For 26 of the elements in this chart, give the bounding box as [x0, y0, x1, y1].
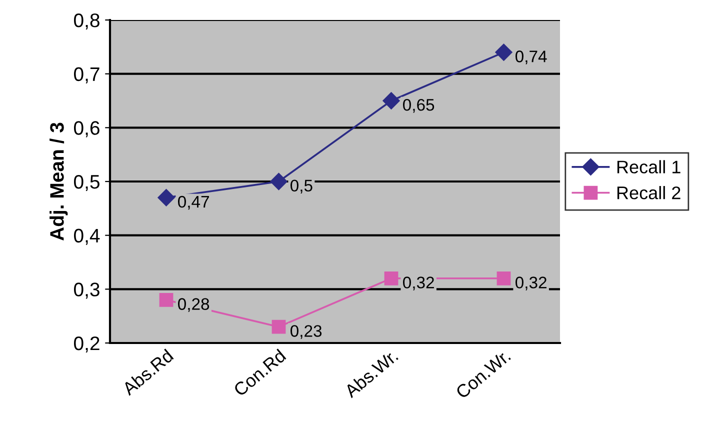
y-tick-label: 0,2	[74, 336, 100, 353]
y-tick-label: 0,4	[74, 228, 100, 245]
data-label: 0,32	[403, 276, 434, 290]
y-tick-label: 0,3	[74, 282, 100, 299]
point	[158, 189, 175, 206]
y-tick-label: 0,8	[74, 13, 100, 30]
legend-label: Recall 1	[617, 160, 680, 174]
data-label: 0,28	[178, 298, 210, 312]
y-tick-label: 0,7	[74, 67, 100, 84]
point	[495, 44, 512, 61]
point	[270, 172, 288, 190]
data-label: 0,65	[403, 98, 434, 113]
point	[496, 271, 511, 286]
point	[159, 292, 174, 307]
data-label: 0,47	[178, 196, 209, 210]
y-axis-title: Adj. Mean / 3	[50, 122, 68, 240]
legend-label: Recall 2	[617, 186, 680, 200]
data-label: 0,74	[516, 50, 547, 64]
point	[384, 271, 398, 286]
data-label: 0,32	[516, 276, 546, 290]
y-tick-label: 0,5	[74, 174, 100, 192]
point	[382, 92, 400, 110]
point	[272, 320, 286, 334]
data-label: 0,23	[290, 325, 322, 339]
data-label: 0,5	[290, 180, 312, 194]
y-tick-label: 0,6	[74, 121, 100, 138]
